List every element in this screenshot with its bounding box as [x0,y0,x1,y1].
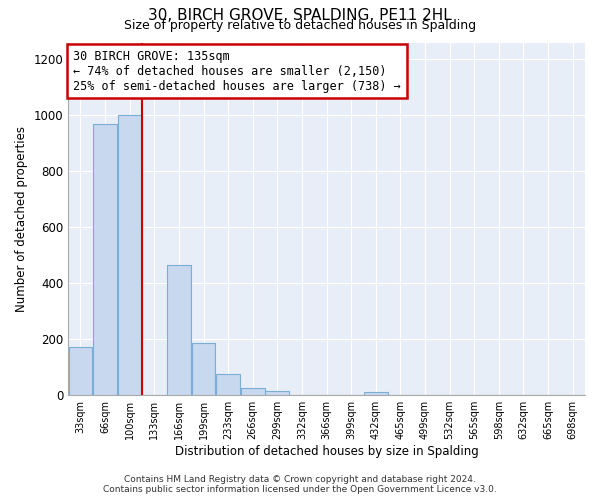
Bar [167,264,191,394]
Text: 30 BIRCH GROVE: 135sqm
← 74% of detached houses are smaller (2,150)
25% of semi-: 30 BIRCH GROVE: 135sqm ← 74% of detached… [73,50,401,92]
Text: 30, BIRCH GROVE, SPALDING, PE11 2HL: 30, BIRCH GROVE, SPALDING, PE11 2HL [148,8,452,22]
X-axis label: Distribution of detached houses by size in Spalding: Distribution of detached houses by size … [175,444,478,458]
Text: Contains HM Land Registry data © Crown copyright and database right 2024.
Contai: Contains HM Land Registry data © Crown c… [103,474,497,494]
Bar [216,374,240,394]
Bar [118,115,142,394]
Bar [364,392,388,394]
Bar [191,343,215,394]
Text: Size of property relative to detached houses in Spalding: Size of property relative to detached ho… [124,18,476,32]
Bar [241,388,265,394]
Bar [93,124,117,394]
Bar [265,390,289,394]
Y-axis label: Number of detached properties: Number of detached properties [15,126,28,312]
Bar [68,347,92,395]
